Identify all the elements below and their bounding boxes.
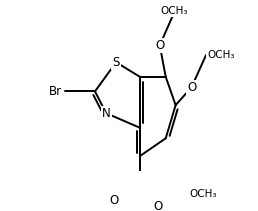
Text: OCH₃: OCH₃ [207,50,235,60]
Text: S: S [112,56,120,69]
Text: O: O [187,81,196,94]
Text: OCH₃: OCH₃ [160,6,188,16]
Text: OCH₃: OCH₃ [189,189,217,199]
Text: O: O [155,39,164,52]
Text: O: O [153,200,162,211]
Text: N: N [102,107,111,120]
Text: O: O [110,194,119,207]
Text: Br: Br [49,85,62,98]
